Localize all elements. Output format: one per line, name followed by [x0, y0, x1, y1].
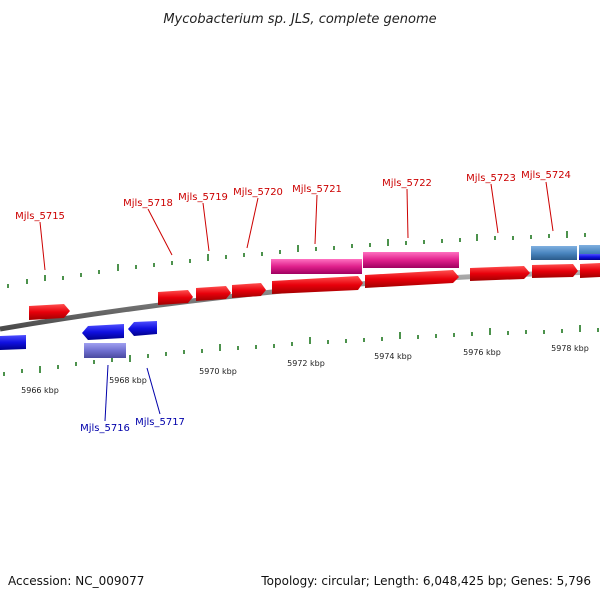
gene-label-Mjls_5717[interactable]: Mjls_5717	[135, 417, 185, 428]
tick-label-5970: 5970 kbp	[199, 367, 237, 376]
map-title: Mycobacterium sp. JLS, complete genome	[163, 12, 436, 27]
gene-edge-forward[interactable]	[580, 263, 600, 278]
gene-label-Mjls_5722[interactable]: Mjls_5722	[382, 178, 432, 189]
gene-label-Mjls_5720[interactable]: Mjls_5720	[233, 187, 283, 198]
gene-Mjls_5722[interactable]	[365, 270, 459, 288]
gene-label-Mjls_5718[interactable]: Mjls_5718	[123, 198, 173, 209]
gene-Mjls_5717[interactable]	[128, 321, 157, 336]
gene-label-Mjls_5724[interactable]: Mjls_5724	[521, 170, 571, 181]
gene-Mjls_5719[interactable]	[196, 286, 231, 301]
accession-text: Accession: NC_009077	[8, 574, 144, 588]
gene-edge-reverse[interactable]	[0, 335, 26, 350]
gene-Mjls_5724[interactable]	[532, 264, 578, 278]
gene-label-Mjls_5719[interactable]: Mjls_5719	[178, 192, 228, 203]
gene-label-Mjls_5716[interactable]: Mjls_5716	[80, 423, 130, 434]
gene-Mjls_5720[interactable]	[232, 283, 266, 298]
tick-label-5978: 5978 kbp	[551, 344, 589, 353]
tick-label-5976: 5976 kbp	[463, 348, 501, 357]
reverse-tick-row	[3, 325, 599, 376]
feature-Mjls_5722[interactable]	[363, 252, 459, 268]
gene-Mjls_5715[interactable]	[29, 304, 70, 320]
tick-label-5968: 5968 kbp	[109, 376, 147, 385]
genome-info-text: Topology: circular; Length: 6,048,425 bp…	[260, 574, 591, 588]
feature-Mjls_5721[interactable]	[271, 259, 362, 274]
tick-label-5966: 5966 kbp	[21, 386, 59, 395]
gene-label-Mjls_5715[interactable]: Mjls_5715	[15, 211, 65, 222]
feature-Mjls_5716[interactable]	[84, 343, 126, 358]
forward-feature-track	[271, 245, 600, 274]
forward-tick-row	[7, 231, 586, 288]
feature-edge-blue[interactable]	[579, 254, 600, 260]
feature-Mjls_5724[interactable]	[531, 246, 577, 260]
gene-Mjls_5718[interactable]	[158, 290, 193, 305]
gene-label-Mjls_5723[interactable]: Mjls_5723	[466, 173, 516, 184]
gene-label-Mjls_5721[interactable]: Mjls_5721	[292, 184, 342, 195]
forward-cds-track	[29, 263, 600, 320]
tick-label-5974: 5974 kbp	[374, 352, 412, 361]
tick-label-5972: 5972 kbp	[287, 359, 325, 368]
gene-Mjls_5723[interactable]	[470, 266, 530, 281]
gene-Mjls_5716[interactable]	[82, 324, 124, 340]
label-leader-lines	[39, 181, 554, 422]
reverse-cds-track	[0, 321, 157, 358]
gene-Mjls_5721[interactable]	[272, 276, 363, 294]
